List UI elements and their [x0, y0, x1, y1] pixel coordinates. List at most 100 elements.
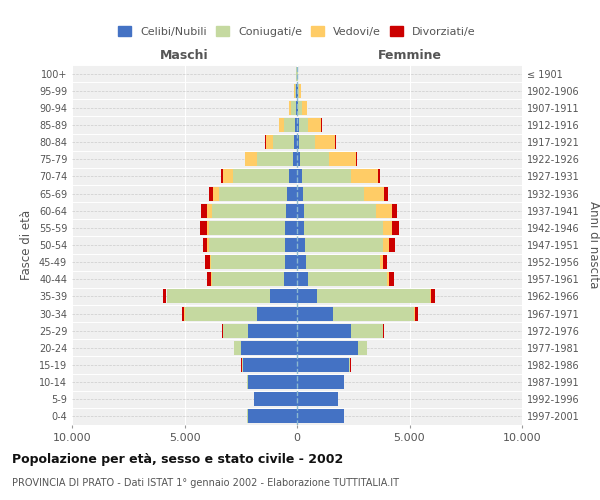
Bar [298, 101, 302, 115]
Bar [308, 272, 387, 286]
Bar [286, 221, 297, 235]
Bar [380, 255, 383, 269]
Bar [297, 170, 302, 183]
Bar [297, 290, 317, 304]
Bar [383, 238, 389, 252]
Bar [305, 238, 383, 252]
Bar [243, 358, 297, 372]
Bar [299, 135, 315, 149]
Bar [358, 341, 367, 355]
Bar [212, 204, 286, 218]
Y-axis label: Anni di nascita: Anni di nascita [587, 202, 599, 288]
Bar [304, 204, 376, 218]
Bar [297, 152, 300, 166]
Bar [207, 204, 212, 218]
Bar [254, 392, 297, 406]
Bar [297, 238, 305, 252]
Bar [414, 306, 415, 320]
Bar [297, 306, 333, 320]
Bar [378, 170, 380, 183]
Bar [297, 204, 304, 218]
Bar [286, 204, 297, 218]
Bar [297, 410, 344, 424]
Bar [297, 358, 349, 372]
Bar [389, 238, 395, 252]
Bar [234, 341, 241, 355]
Bar [163, 290, 166, 304]
Bar [210, 255, 211, 269]
Bar [203, 238, 207, 252]
Bar [297, 186, 304, 200]
Bar [296, 84, 297, 98]
Bar [297, 324, 351, 338]
Bar [376, 204, 392, 218]
Bar [205, 255, 210, 269]
Bar [270, 290, 297, 304]
Bar [387, 272, 389, 286]
Bar [220, 186, 287, 200]
Bar [298, 84, 299, 98]
Bar [364, 186, 385, 200]
Bar [383, 255, 387, 269]
Bar [248, 375, 297, 389]
Bar [242, 358, 243, 372]
Bar [297, 341, 358, 355]
Bar [182, 306, 184, 320]
Bar [430, 290, 431, 304]
Bar [297, 84, 298, 98]
Bar [212, 186, 220, 200]
Bar [392, 221, 399, 235]
Legend: Celibi/Nubili, Coniugati/e, Vedovi/e, Divorziati/e: Celibi/Nubili, Coniugati/e, Vedovi/e, Di… [114, 22, 480, 42]
Bar [284, 118, 295, 132]
Bar [212, 272, 284, 286]
Bar [297, 101, 298, 115]
Bar [304, 186, 364, 200]
Bar [167, 290, 270, 304]
Bar [305, 255, 380, 269]
Bar [274, 135, 293, 149]
Bar [289, 170, 297, 183]
Bar [315, 135, 335, 149]
Bar [385, 186, 388, 200]
Bar [285, 255, 297, 269]
Bar [248, 324, 297, 338]
Bar [300, 152, 329, 166]
Bar [351, 170, 378, 183]
Bar [222, 324, 223, 338]
Text: Maschi: Maschi [160, 48, 209, 62]
Bar [297, 272, 308, 286]
Bar [297, 375, 344, 389]
Bar [241, 341, 297, 355]
Bar [297, 255, 305, 269]
Bar [308, 118, 322, 132]
Bar [304, 221, 383, 235]
Bar [302, 101, 307, 115]
Bar [293, 152, 297, 166]
Text: Femmine: Femmine [377, 48, 442, 62]
Bar [285, 238, 297, 252]
Bar [302, 170, 351, 183]
Bar [392, 204, 397, 218]
Bar [295, 84, 296, 98]
Bar [349, 358, 350, 372]
Bar [317, 290, 430, 304]
Bar [223, 324, 248, 338]
Bar [200, 221, 206, 235]
Bar [297, 221, 304, 235]
Bar [257, 306, 297, 320]
Text: Popolazione per età, sesso e stato civile - 2002: Popolazione per età, sesso e stato civil… [12, 452, 343, 466]
Bar [257, 152, 293, 166]
Bar [265, 135, 274, 149]
Bar [221, 170, 223, 183]
Bar [299, 118, 308, 132]
Bar [209, 186, 212, 200]
Bar [297, 135, 299, 149]
Bar [206, 221, 209, 235]
Bar [329, 152, 356, 166]
Bar [245, 152, 257, 166]
Bar [389, 272, 394, 286]
Bar [333, 306, 414, 320]
Bar [415, 306, 418, 320]
Bar [431, 290, 436, 304]
Bar [209, 221, 286, 235]
